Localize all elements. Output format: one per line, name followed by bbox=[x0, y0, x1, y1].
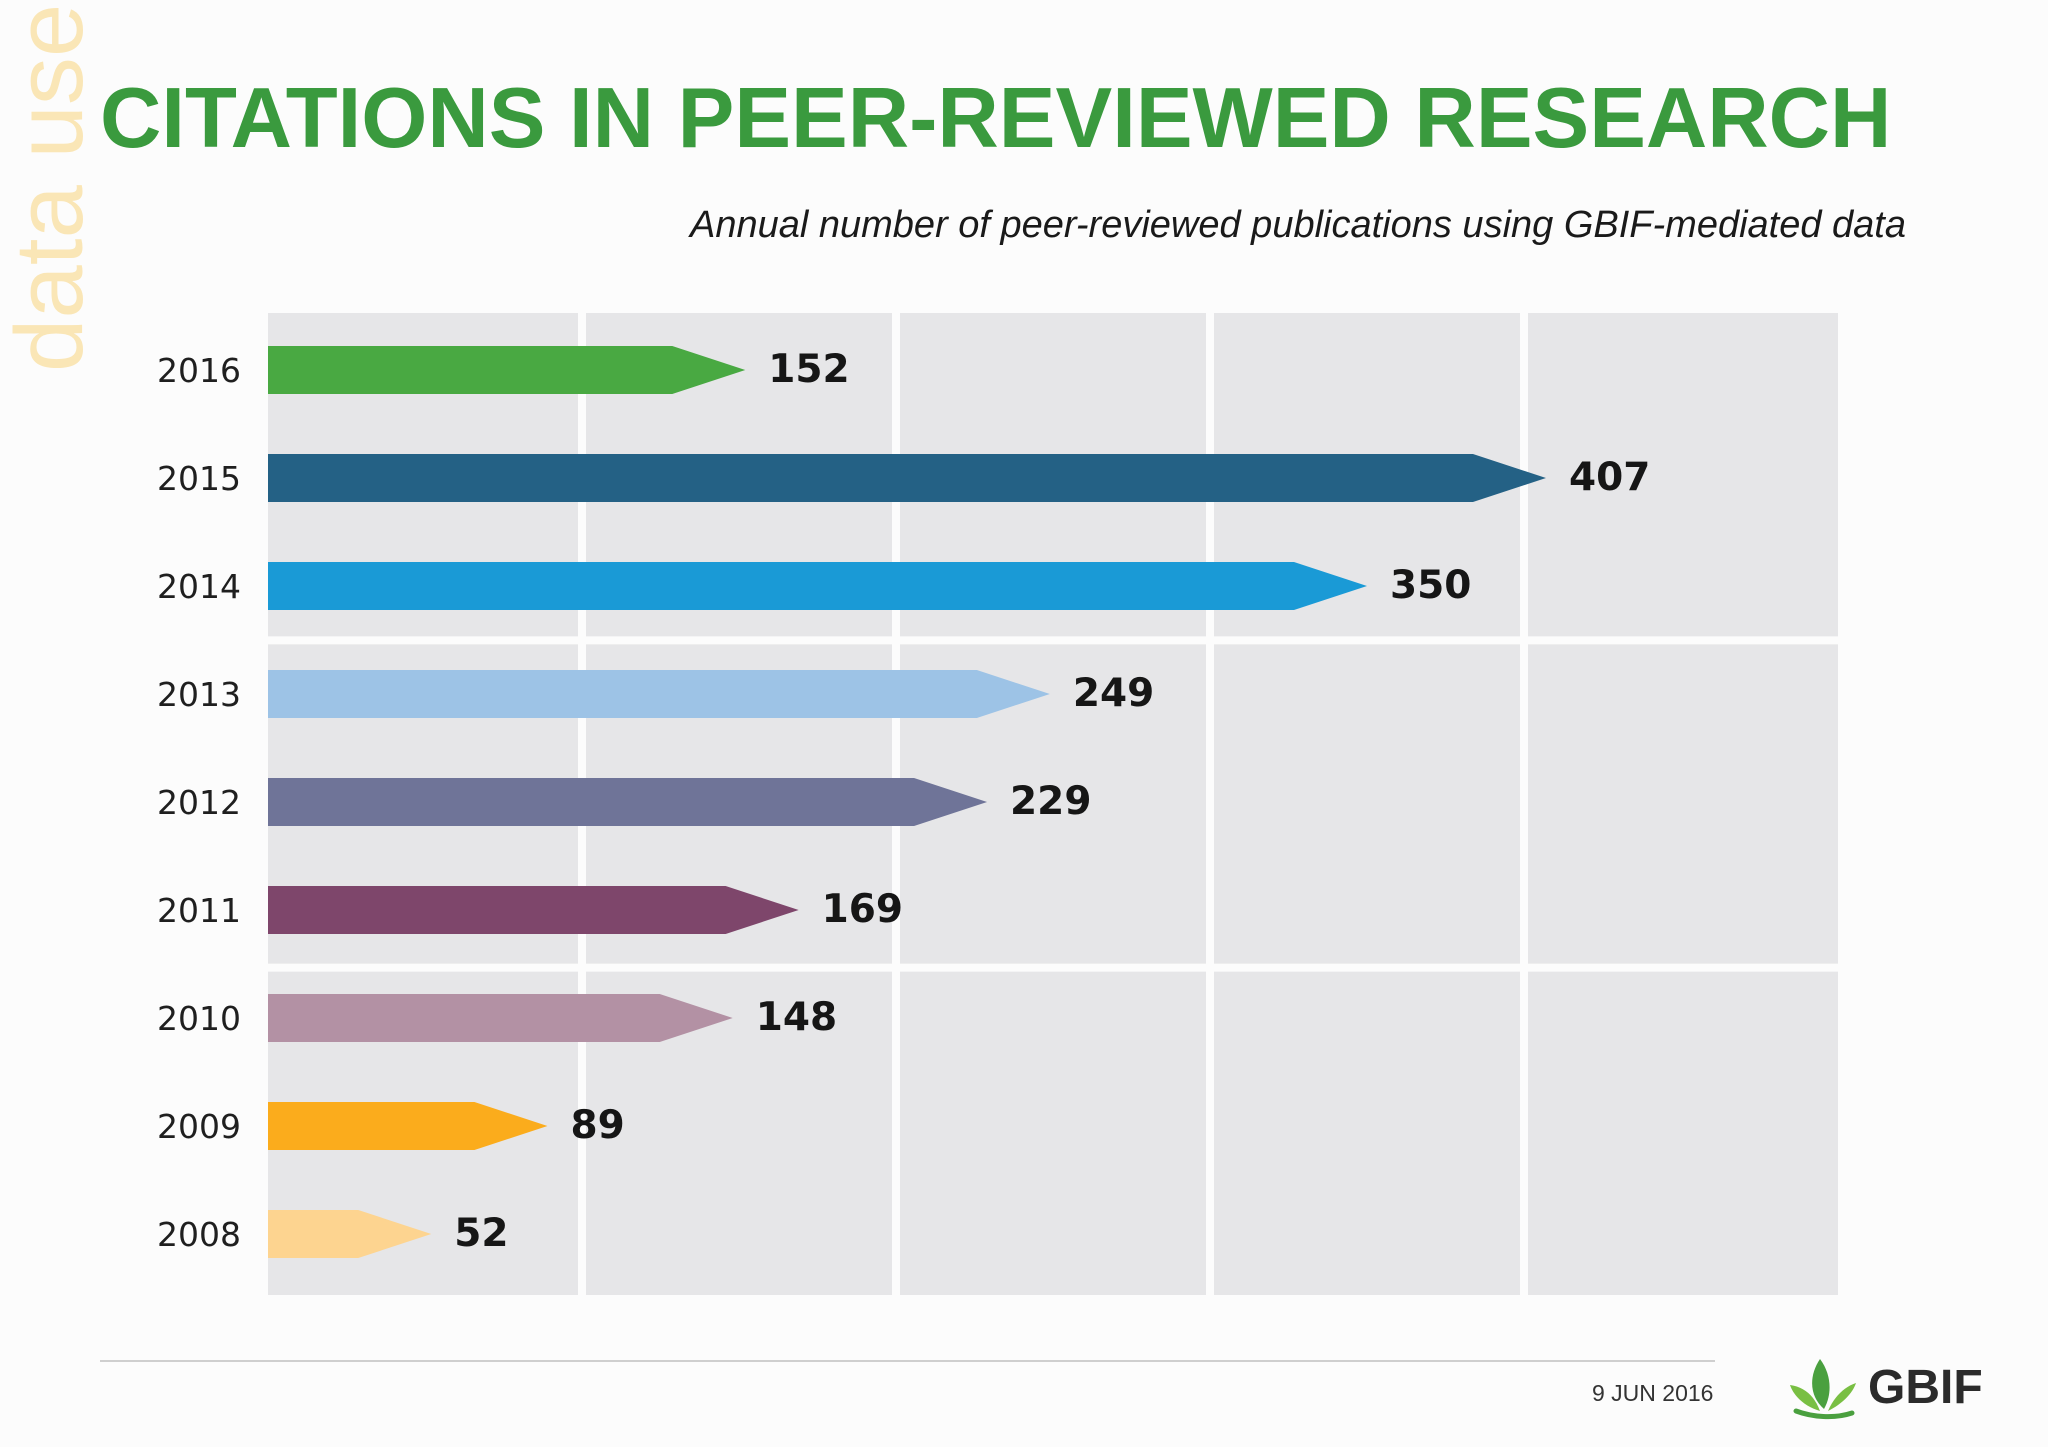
page-title: CITATIONS IN PEER-REVIEWED RESEARCH bbox=[100, 71, 1892, 166]
bar-2008 bbox=[268, 1210, 432, 1258]
bar-chart: 2016 2015 2014 2013 2012 2011 2010 2009 2008 152… bbox=[157, 313, 1838, 1295]
category-label-2014: 2014 bbox=[157, 567, 241, 606]
footer-divider bbox=[100, 1360, 1715, 1362]
grid-cell bbox=[1214, 644, 1520, 964]
bar-2009 bbox=[268, 1102, 548, 1150]
grid-cell bbox=[1214, 971, 1520, 1295]
value-label-2014: 350 bbox=[1390, 563, 1471, 608]
value-label-2008: 52 bbox=[454, 1211, 508, 1256]
bar-2013 bbox=[268, 670, 1050, 718]
category-label-2016: 2016 bbox=[157, 351, 241, 390]
grid-cell bbox=[1528, 644, 1838, 964]
category-label-2008: 2008 bbox=[157, 1215, 241, 1254]
bar-2010 bbox=[268, 994, 733, 1042]
value-label-2015: 407 bbox=[1569, 455, 1650, 500]
bar-2015 bbox=[268, 454, 1546, 502]
chart-bars bbox=[268, 346, 1546, 1258]
value-label-2016: 152 bbox=[768, 347, 849, 392]
category-label-2009: 2009 bbox=[157, 1107, 241, 1146]
chart-data-labels: 152 407 350 249 229 169 148 89 52 bbox=[454, 347, 1650, 1256]
grid-cell bbox=[1528, 313, 1838, 637]
logo-text: GBIF bbox=[1868, 1360, 1983, 1414]
value-label-2009: 89 bbox=[570, 1103, 624, 1148]
bar-2012 bbox=[268, 778, 988, 826]
category-label-2013: 2013 bbox=[157, 675, 241, 714]
leaf-icon bbox=[1790, 1359, 1856, 1420]
category-label-2012: 2012 bbox=[157, 783, 241, 822]
gbif-logo: GBIF bbox=[1790, 1352, 1983, 1422]
value-label-2010: 148 bbox=[756, 995, 837, 1040]
category-label-2015: 2015 bbox=[157, 459, 241, 498]
bar-2011 bbox=[268, 886, 799, 934]
value-label-2013: 249 bbox=[1073, 671, 1154, 716]
footer-date: 9 JUN 2016 bbox=[1592, 1380, 1714, 1406]
bar-2016 bbox=[268, 346, 746, 394]
category-label-2011: 2011 bbox=[157, 891, 241, 930]
category-label-2010: 2010 bbox=[157, 999, 241, 1038]
bar-2014 bbox=[268, 562, 1367, 610]
grid-cell bbox=[1528, 971, 1838, 1295]
chart-subtitle: Annual number of peer-reviewed publicati… bbox=[690, 204, 1906, 246]
value-label-2012: 229 bbox=[1010, 779, 1091, 824]
value-label-2011: 169 bbox=[822, 887, 903, 932]
grid-cell bbox=[900, 971, 1206, 1295]
chart-category-labels: 2016 2015 2014 2013 2012 2011 2010 2009 2008 bbox=[157, 351, 241, 1254]
